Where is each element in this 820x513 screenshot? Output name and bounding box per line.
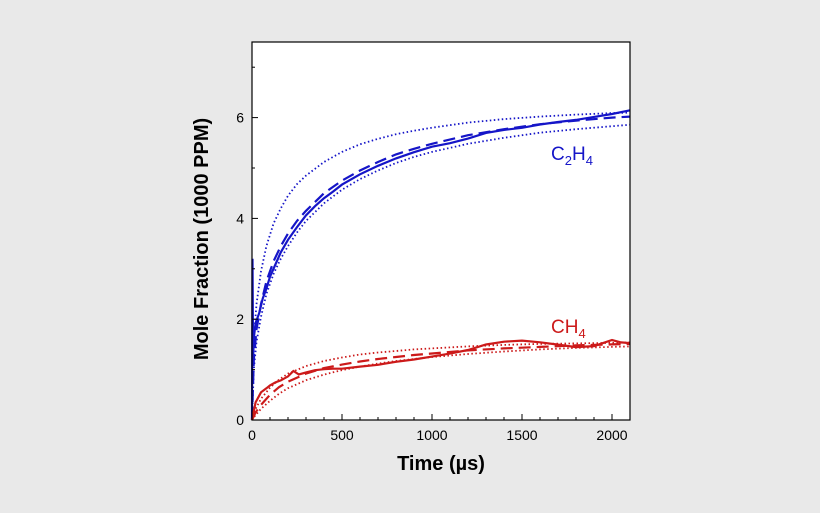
label-subscript: 4 bbox=[586, 153, 593, 168]
series-label-1: CH4 bbox=[551, 317, 586, 341]
label-subscript: 2 bbox=[565, 153, 572, 168]
y-tick-label: 0 bbox=[236, 412, 244, 428]
plot-area bbox=[252, 42, 630, 420]
label-text: CH bbox=[551, 317, 578, 338]
y-tick-label: 2 bbox=[236, 311, 244, 327]
series-ch4-dotted-6 bbox=[251, 341, 631, 421]
x-tick-label: 0 bbox=[248, 427, 256, 443]
series-c2h4-dotted-2 bbox=[251, 111, 631, 421]
series-ch4-dashed-5 bbox=[251, 342, 631, 421]
x-tick-label: 1000 bbox=[416, 427, 447, 443]
y-tick-label: 6 bbox=[236, 110, 244, 126]
plot-frame bbox=[251, 41, 631, 421]
series-layer bbox=[250, 109, 631, 421]
y-tick-label: 4 bbox=[236, 210, 244, 226]
x-tick-label: 1500 bbox=[506, 427, 537, 443]
series-ch4-dotted-7 bbox=[251, 345, 631, 421]
series-label-0: C2H4 bbox=[551, 144, 593, 168]
x-tick-label: 2000 bbox=[596, 427, 627, 443]
series-c2h4-dashed-1 bbox=[250, 115, 631, 421]
y-axis-title: Mole Fraction (1000 PPM) bbox=[191, 118, 213, 360]
label-subscript: 4 bbox=[578, 326, 585, 341]
label-text: C bbox=[551, 144, 565, 165]
x-tick-label: 500 bbox=[330, 427, 354, 443]
x-axis-title: Time (µs) bbox=[397, 453, 485, 475]
label-text: H bbox=[572, 144, 586, 165]
